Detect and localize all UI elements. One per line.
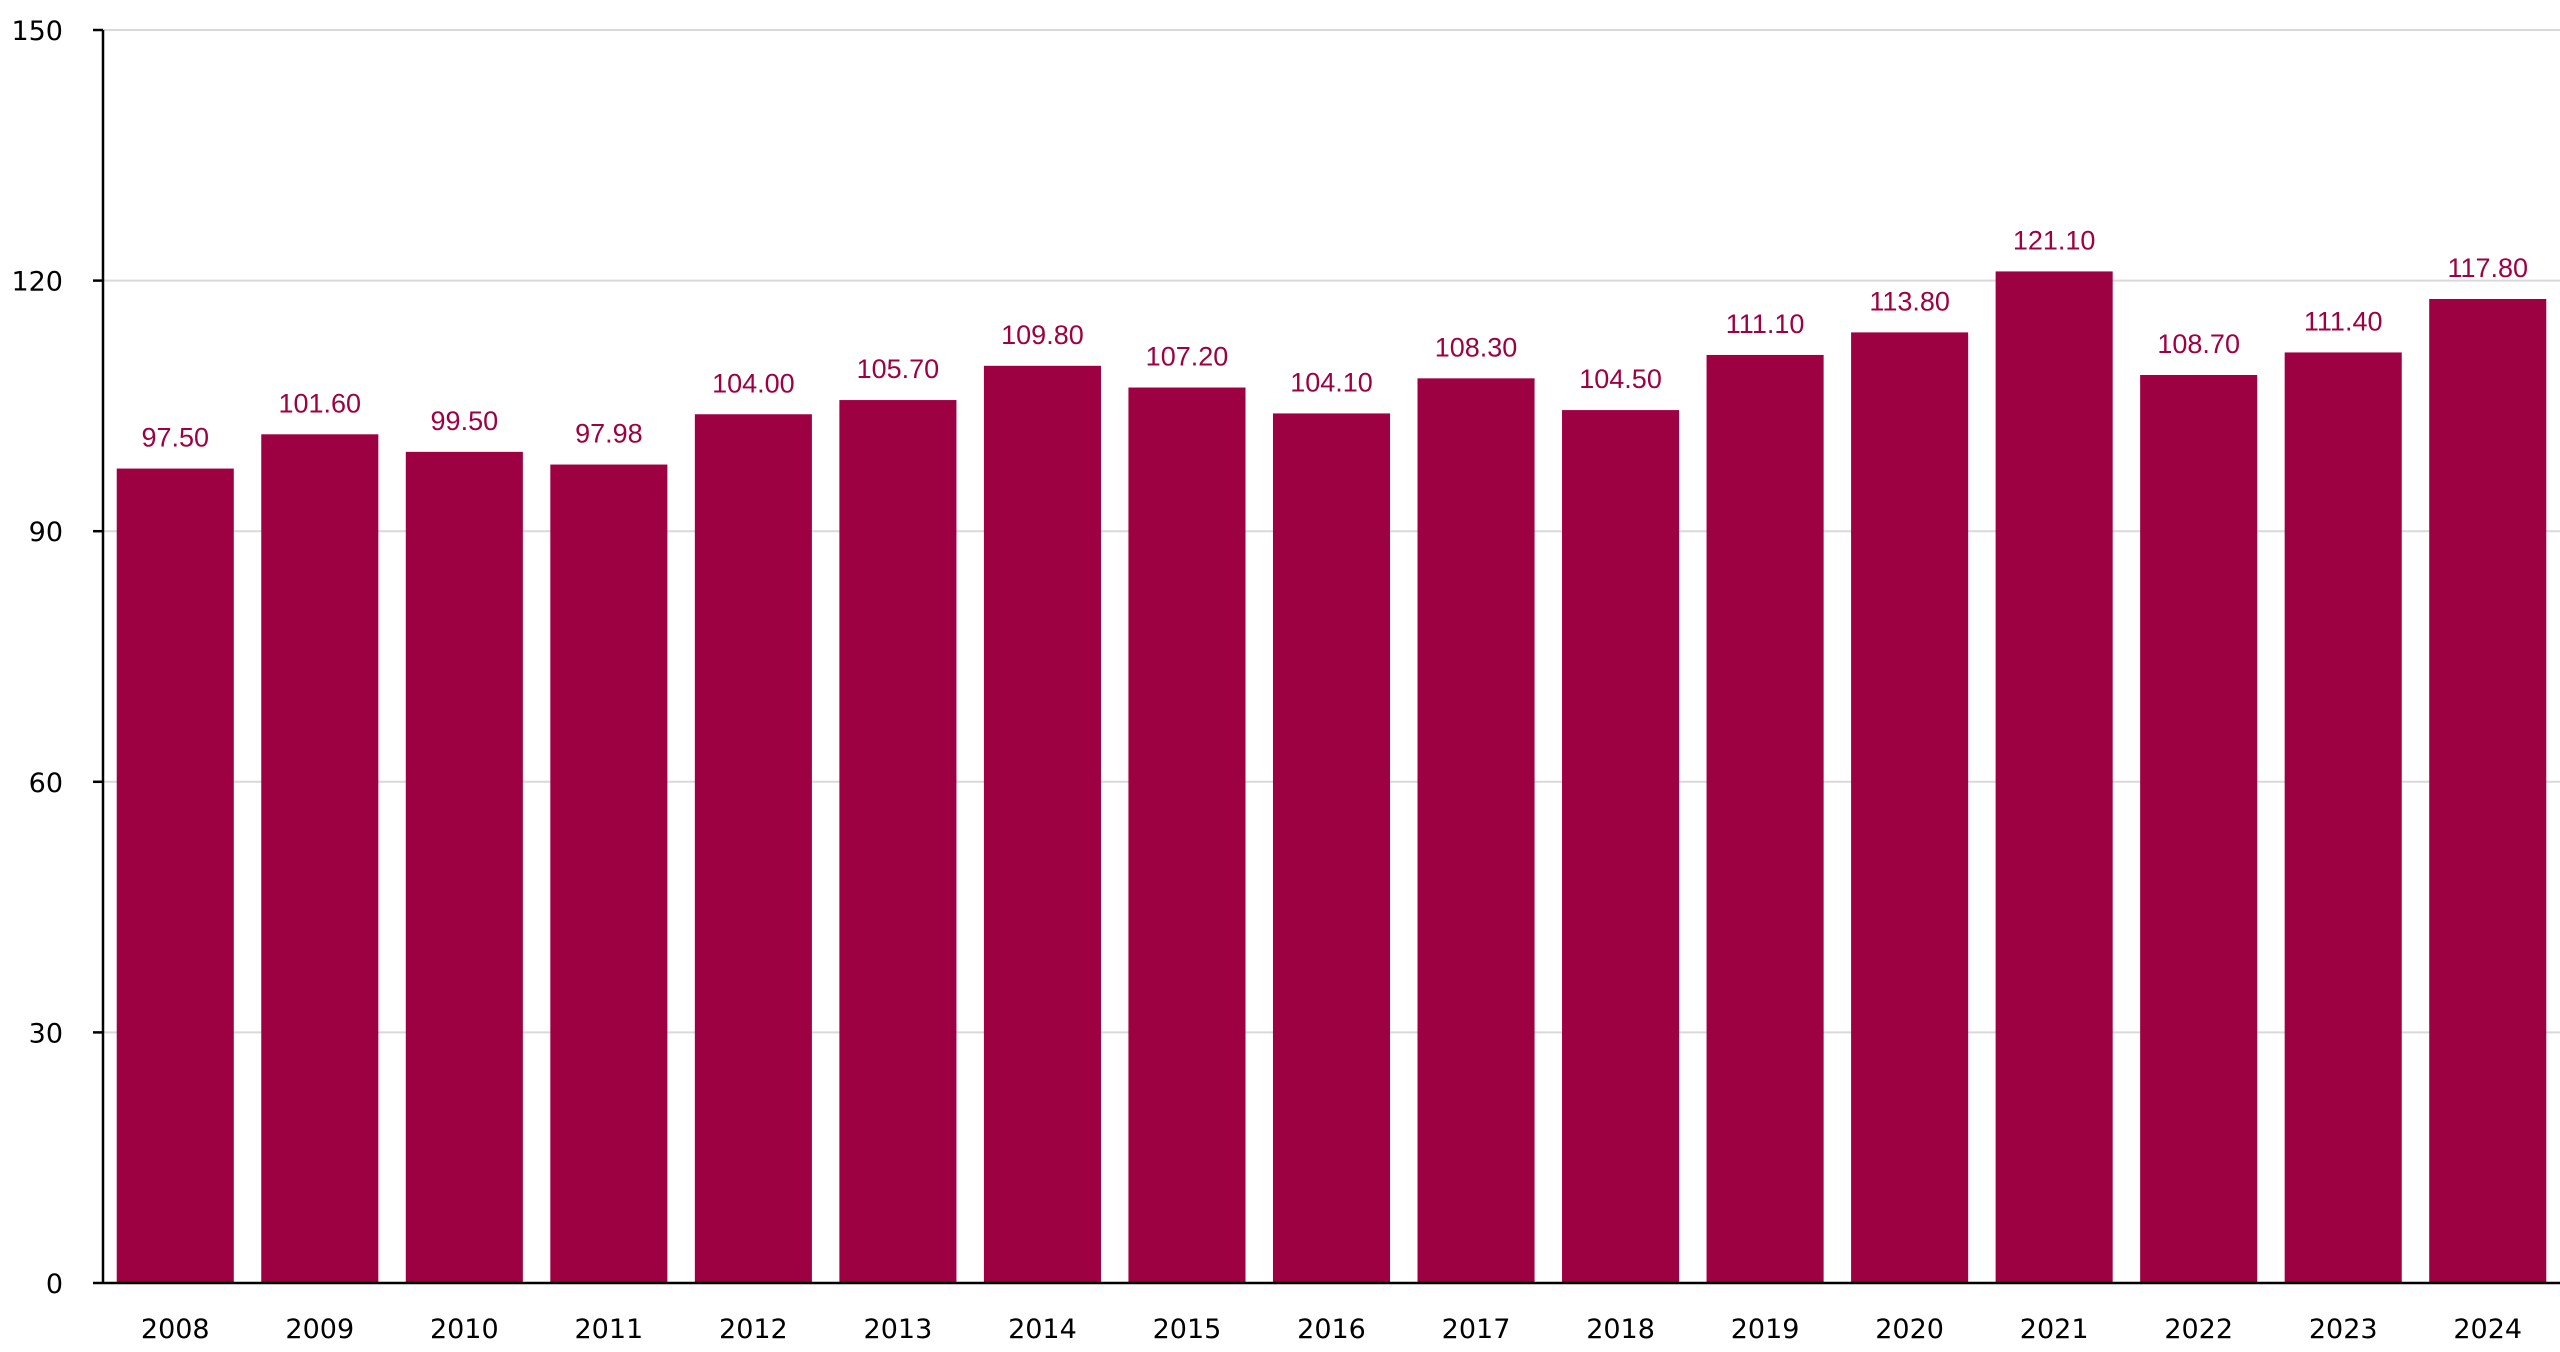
y-tick-label: 60 — [29, 768, 63, 799]
x-tick-label-2015: 2015 — [1153, 1314, 1222, 1345]
data-label-2012: 104.00 — [712, 368, 795, 398]
y-tick-label: 150 — [11, 16, 63, 47]
x-tick-label-2011: 2011 — [574, 1314, 643, 1345]
bar-2014 — [983, 365, 1101, 1284]
x-tick-label-2021: 2021 — [2020, 1314, 2089, 1345]
data-label-2009: 101.60 — [278, 388, 361, 418]
labels: 0 30 60 90 120 150 97.50 2008 101.60 2009 99.50 201… — [11, 16, 2528, 1345]
bar-2013 — [839, 400, 957, 1283]
bars — [116, 271, 2547, 1284]
y-tick-label: 0 — [46, 1269, 63, 1300]
data-label-2018: 104.50 — [1579, 364, 1662, 394]
x-tick-label-2009: 2009 — [285, 1314, 354, 1345]
data-label-2011: 97.98 — [575, 419, 643, 449]
y-tick-label: 30 — [29, 1018, 63, 1049]
bar-2019 — [1706, 354, 1824, 1283]
bar-2016 — [1272, 413, 1391, 1284]
x-tick-label-2023: 2023 — [2309, 1314, 2378, 1345]
bar-2022 — [2140, 374, 2258, 1283]
data-label-2017: 108.30 — [1435, 332, 1518, 362]
data-label-2022: 108.70 — [2157, 329, 2240, 359]
data-label-2024: 117.80 — [2447, 253, 2528, 283]
data-label-2008: 97.50 — [141, 423, 209, 453]
data-label-2020: 113.80 — [1869, 286, 1950, 316]
x-tick-label-2022: 2022 — [2164, 1314, 2233, 1345]
y-tick-label: 120 — [11, 267, 63, 298]
x-tick-label-2017: 2017 — [1442, 1314, 1511, 1345]
x-tick-label-2008: 2008 — [141, 1314, 210, 1345]
x-tick-label-2020: 2020 — [1875, 1314, 1944, 1345]
x-tick-label-2024: 2024 — [2453, 1314, 2522, 1345]
axes — [93, 28, 2560, 1285]
bar-2010 — [405, 451, 523, 1283]
data-label-2021: 121.10 — [2013, 225, 2096, 255]
y-tick-label: 90 — [29, 517, 63, 548]
x-tick-label-2018: 2018 — [1586, 1314, 1655, 1345]
x-tick-label-2013: 2013 — [864, 1314, 933, 1345]
data-label-2019: 111.10 — [1726, 309, 1805, 339]
bar-2021 — [1995, 271, 2113, 1283]
data-label-2016: 104.10 — [1290, 367, 1373, 397]
bar-2018 — [1562, 410, 1680, 1283]
data-label-2014: 109.80 — [1001, 320, 1084, 350]
bar-2017 — [1417, 378, 1535, 1284]
bar-2023 — [2284, 352, 2402, 1283]
bar-2008 — [116, 468, 234, 1283]
x-tick-label-2014: 2014 — [1008, 1314, 1077, 1345]
bar-2024 — [2429, 298, 2547, 1284]
x-tick-label-2019: 2019 — [1731, 1314, 1800, 1345]
x-tick-label-2012: 2012 — [719, 1314, 788, 1345]
bar-2015 — [1128, 387, 1246, 1283]
data-label-2010: 99.50 — [431, 406, 499, 436]
x-tick-label-2016: 2016 — [1297, 1314, 1366, 1345]
bar-2020 — [1851, 332, 1969, 1284]
bar-2009 — [261, 434, 379, 1283]
bar-2011 — [550, 464, 668, 1283]
data-label-2015: 107.20 — [1146, 342, 1229, 372]
data-label-2023: 111.40 — [2304, 306, 2383, 336]
x-tick-label-2010: 2010 — [430, 1314, 499, 1345]
data-label-2013: 105.70 — [857, 354, 940, 384]
bar-2012 — [694, 414, 812, 1284]
